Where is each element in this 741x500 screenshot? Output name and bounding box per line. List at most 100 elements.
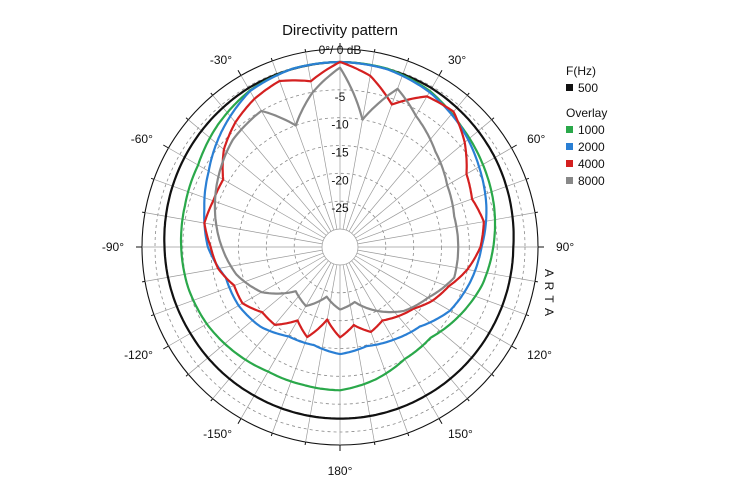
grid-spoke: [348, 75, 440, 232]
frame-tick: [511, 345, 517, 350]
legend-label-4000: 4000: [578, 157, 605, 171]
frame-tick: [525, 177, 530, 180]
frame-tick: [270, 57, 273, 62]
frame-tick: [185, 117, 189, 121]
frame-tick: [466, 398, 470, 402]
frame-tick: [304, 441, 307, 445]
angle-label: 90°: [556, 240, 574, 254]
radial-label: -10: [331, 118, 349, 132]
grid-spoke: [351, 95, 468, 234]
angle-label: 60°: [527, 132, 545, 146]
grid-spoke: [240, 75, 332, 232]
grid-spoke: [357, 212, 536, 245]
frame-tick: [150, 177, 155, 180]
grid-spoke: [271, 60, 335, 231]
radial-label: -5: [335, 90, 346, 104]
frame-tick: [407, 432, 410, 437]
grid-spoke: [212, 260, 329, 399]
legend-header: F(Hz): [566, 64, 596, 78]
angle-label: -120°: [124, 348, 153, 362]
grid-spoke: [353, 119, 492, 236]
watermark-letter: T: [542, 295, 556, 303]
frame-tick: [163, 345, 169, 350]
angle-label: 120°: [527, 348, 552, 362]
angle-label: 150°: [448, 427, 473, 441]
frame-tick: [525, 314, 530, 317]
watermark-letter: R: [542, 282, 556, 291]
legend: F(Hz) Overlay 500 1000 2000 4000 8000: [566, 64, 607, 188]
grid-spoke: [168, 147, 325, 239]
frame-tick: [237, 70, 242, 76]
legend-swatch-2000: [566, 143, 573, 150]
legend-swatch-500: [566, 84, 573, 91]
frame-tick: [270, 432, 273, 437]
grid-spoke: [188, 258, 327, 375]
frame-tick: [150, 314, 155, 317]
series-8000-hz: [213, 66, 460, 314]
frame-tick: [373, 49, 376, 53]
polar-labels: 0°/ 0 dB -5 -10 -15 -20 -25 30° 60° 90° 120° 150° 1…: [102, 43, 575, 478]
grid-spoke: [345, 263, 409, 434]
grid-spoke: [353, 258, 492, 375]
frame-tick: [210, 398, 214, 402]
grid-spoke: [356, 178, 527, 242]
grid-spoke: [342, 51, 375, 230]
watermark-letter: A: [542, 269, 556, 277]
legend-swatch-8000: [566, 177, 573, 184]
grid-spoke: [271, 263, 335, 434]
angle-label: -60°: [131, 132, 153, 146]
grid-spoke: [168, 255, 325, 347]
grid-spoke: [144, 249, 323, 282]
grid-ring-center: [321, 228, 359, 266]
frame-tick: [438, 418, 443, 424]
grid-spoke: [212, 95, 329, 234]
frame-tick: [534, 280, 538, 283]
radial-label: -25: [331, 201, 349, 215]
radial-label: -15: [331, 146, 349, 160]
frame-tick: [237, 418, 242, 424]
frame-tick: [373, 441, 376, 445]
frame-tick: [407, 57, 410, 62]
grid-spoke: [357, 249, 536, 282]
angle-label: 180°: [328, 464, 353, 478]
frame-tick: [304, 49, 307, 53]
watermark-letter: A: [542, 308, 556, 316]
radial-label: 0°/ 0 dB: [319, 43, 362, 57]
grid-spoke: [351, 260, 468, 399]
series-layer: [163, 60, 515, 420]
series-500-hz: [163, 60, 515, 420]
frame-tick: [511, 144, 517, 149]
grid-spoke: [356, 252, 527, 316]
series-4000-hz: [203, 60, 485, 339]
legend-label-500: 500: [578, 81, 598, 95]
legend-label-8000: 8000: [578, 174, 605, 188]
angle-label: 30°: [448, 53, 466, 67]
radial-label: -20: [331, 173, 349, 187]
grid-spoke: [153, 178, 324, 242]
grid-spoke: [188, 119, 327, 236]
frame-tick: [491, 373, 495, 377]
frame-tick: [466, 92, 470, 96]
angle-label: -90°: [102, 240, 124, 254]
frame-tick: [534, 211, 538, 214]
angle-label: -150°: [203, 427, 232, 441]
frame-tick: [491, 117, 495, 121]
grid-spoke: [342, 264, 375, 443]
legend-label-1000: 1000: [578, 123, 605, 137]
legend-swatch-1000: [566, 126, 573, 133]
frame-tick: [163, 144, 169, 149]
frame-tick: [185, 373, 189, 377]
frame-tick: [438, 70, 443, 76]
grid-spoke: [305, 264, 338, 443]
legend-overlay-header: Overlay: [566, 106, 607, 120]
polar-grid: [136, 43, 544, 451]
frame-tick: [210, 92, 214, 96]
frame-tick: [142, 211, 146, 214]
legend-swatch-4000: [566, 160, 573, 167]
angle-label: -30°: [210, 53, 232, 67]
chart-title: Directivity pattern: [282, 22, 398, 39]
frame-tick: [142, 280, 146, 283]
legend-label-2000: 2000: [578, 140, 605, 154]
